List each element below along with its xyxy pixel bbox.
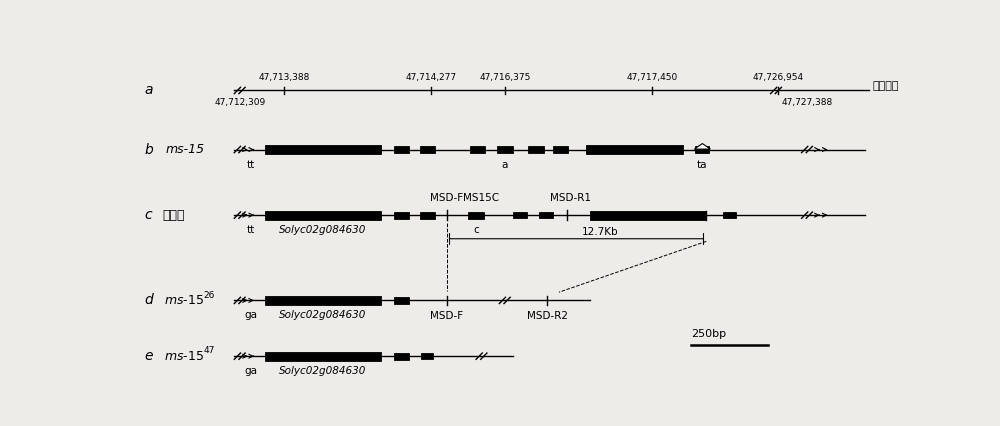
- Text: 47: 47: [203, 346, 215, 355]
- Text: c: c: [473, 225, 479, 235]
- Text: 26: 26: [203, 291, 215, 299]
- Text: 物理位置: 物理位置: [873, 81, 899, 91]
- Bar: [264, 145, 381, 154]
- Text: ga: ga: [244, 366, 257, 376]
- Text: e: e: [144, 349, 153, 363]
- Text: 47,714,277: 47,714,277: [406, 73, 457, 82]
- Text: 47,717,450: 47,717,450: [626, 73, 678, 82]
- Bar: [264, 210, 381, 220]
- Text: b: b: [144, 143, 153, 156]
- Text: d: d: [144, 294, 153, 308]
- Text: $\mathit{ms}$-$\mathit{15}$: $\mathit{ms}$-$\mathit{15}$: [164, 350, 204, 363]
- Bar: [420, 212, 435, 219]
- Bar: [470, 146, 485, 153]
- Bar: [539, 212, 553, 219]
- Text: MSD-R1: MSD-R1: [550, 193, 591, 203]
- Text: Solyc02g084630: Solyc02g084630: [279, 225, 366, 235]
- Bar: [394, 353, 409, 360]
- Bar: [723, 212, 736, 219]
- Text: 12.7Kb: 12.7Kb: [581, 227, 618, 237]
- Text: 47,716,375: 47,716,375: [479, 73, 530, 82]
- Text: tt: tt: [246, 160, 255, 170]
- Bar: [394, 146, 409, 153]
- Text: 47,713,388: 47,713,388: [258, 73, 310, 82]
- Text: 47,726,954: 47,726,954: [753, 73, 804, 82]
- Text: Solyc02g084630: Solyc02g084630: [279, 366, 366, 376]
- Bar: [553, 146, 568, 153]
- Text: ga: ga: [244, 310, 257, 320]
- Text: MS15C: MS15C: [463, 193, 500, 203]
- Bar: [468, 212, 484, 219]
- Bar: [264, 351, 381, 361]
- Text: ta: ta: [697, 160, 708, 170]
- Polygon shape: [694, 144, 710, 149]
- Bar: [586, 145, 683, 154]
- Text: 250bp: 250bp: [691, 329, 726, 339]
- Text: ms-15: ms-15: [165, 143, 204, 156]
- Bar: [264, 296, 381, 305]
- Text: 47,712,309: 47,712,309: [214, 98, 265, 107]
- Bar: [695, 146, 709, 153]
- Bar: [497, 146, 512, 153]
- Text: tt: tt: [246, 225, 255, 235]
- Text: MSD-F: MSD-F: [430, 193, 463, 203]
- Text: $\mathit{ms}$-$\mathit{15}$: $\mathit{ms}$-$\mathit{15}$: [164, 294, 204, 307]
- Bar: [513, 212, 527, 219]
- Text: MSD-F: MSD-F: [430, 311, 463, 321]
- Text: 正常型: 正常型: [162, 209, 185, 222]
- Bar: [394, 212, 409, 219]
- Bar: [420, 146, 435, 153]
- Bar: [528, 146, 544, 153]
- Text: Solyc02g084630: Solyc02g084630: [279, 310, 366, 320]
- Text: c: c: [144, 208, 152, 222]
- Text: a: a: [144, 83, 153, 98]
- Text: 47,727,388: 47,727,388: [781, 98, 833, 107]
- Text: MSD-R2: MSD-R2: [527, 311, 568, 321]
- Bar: [421, 353, 433, 360]
- Bar: [590, 210, 706, 220]
- Bar: [394, 297, 409, 304]
- Text: a: a: [502, 160, 508, 170]
